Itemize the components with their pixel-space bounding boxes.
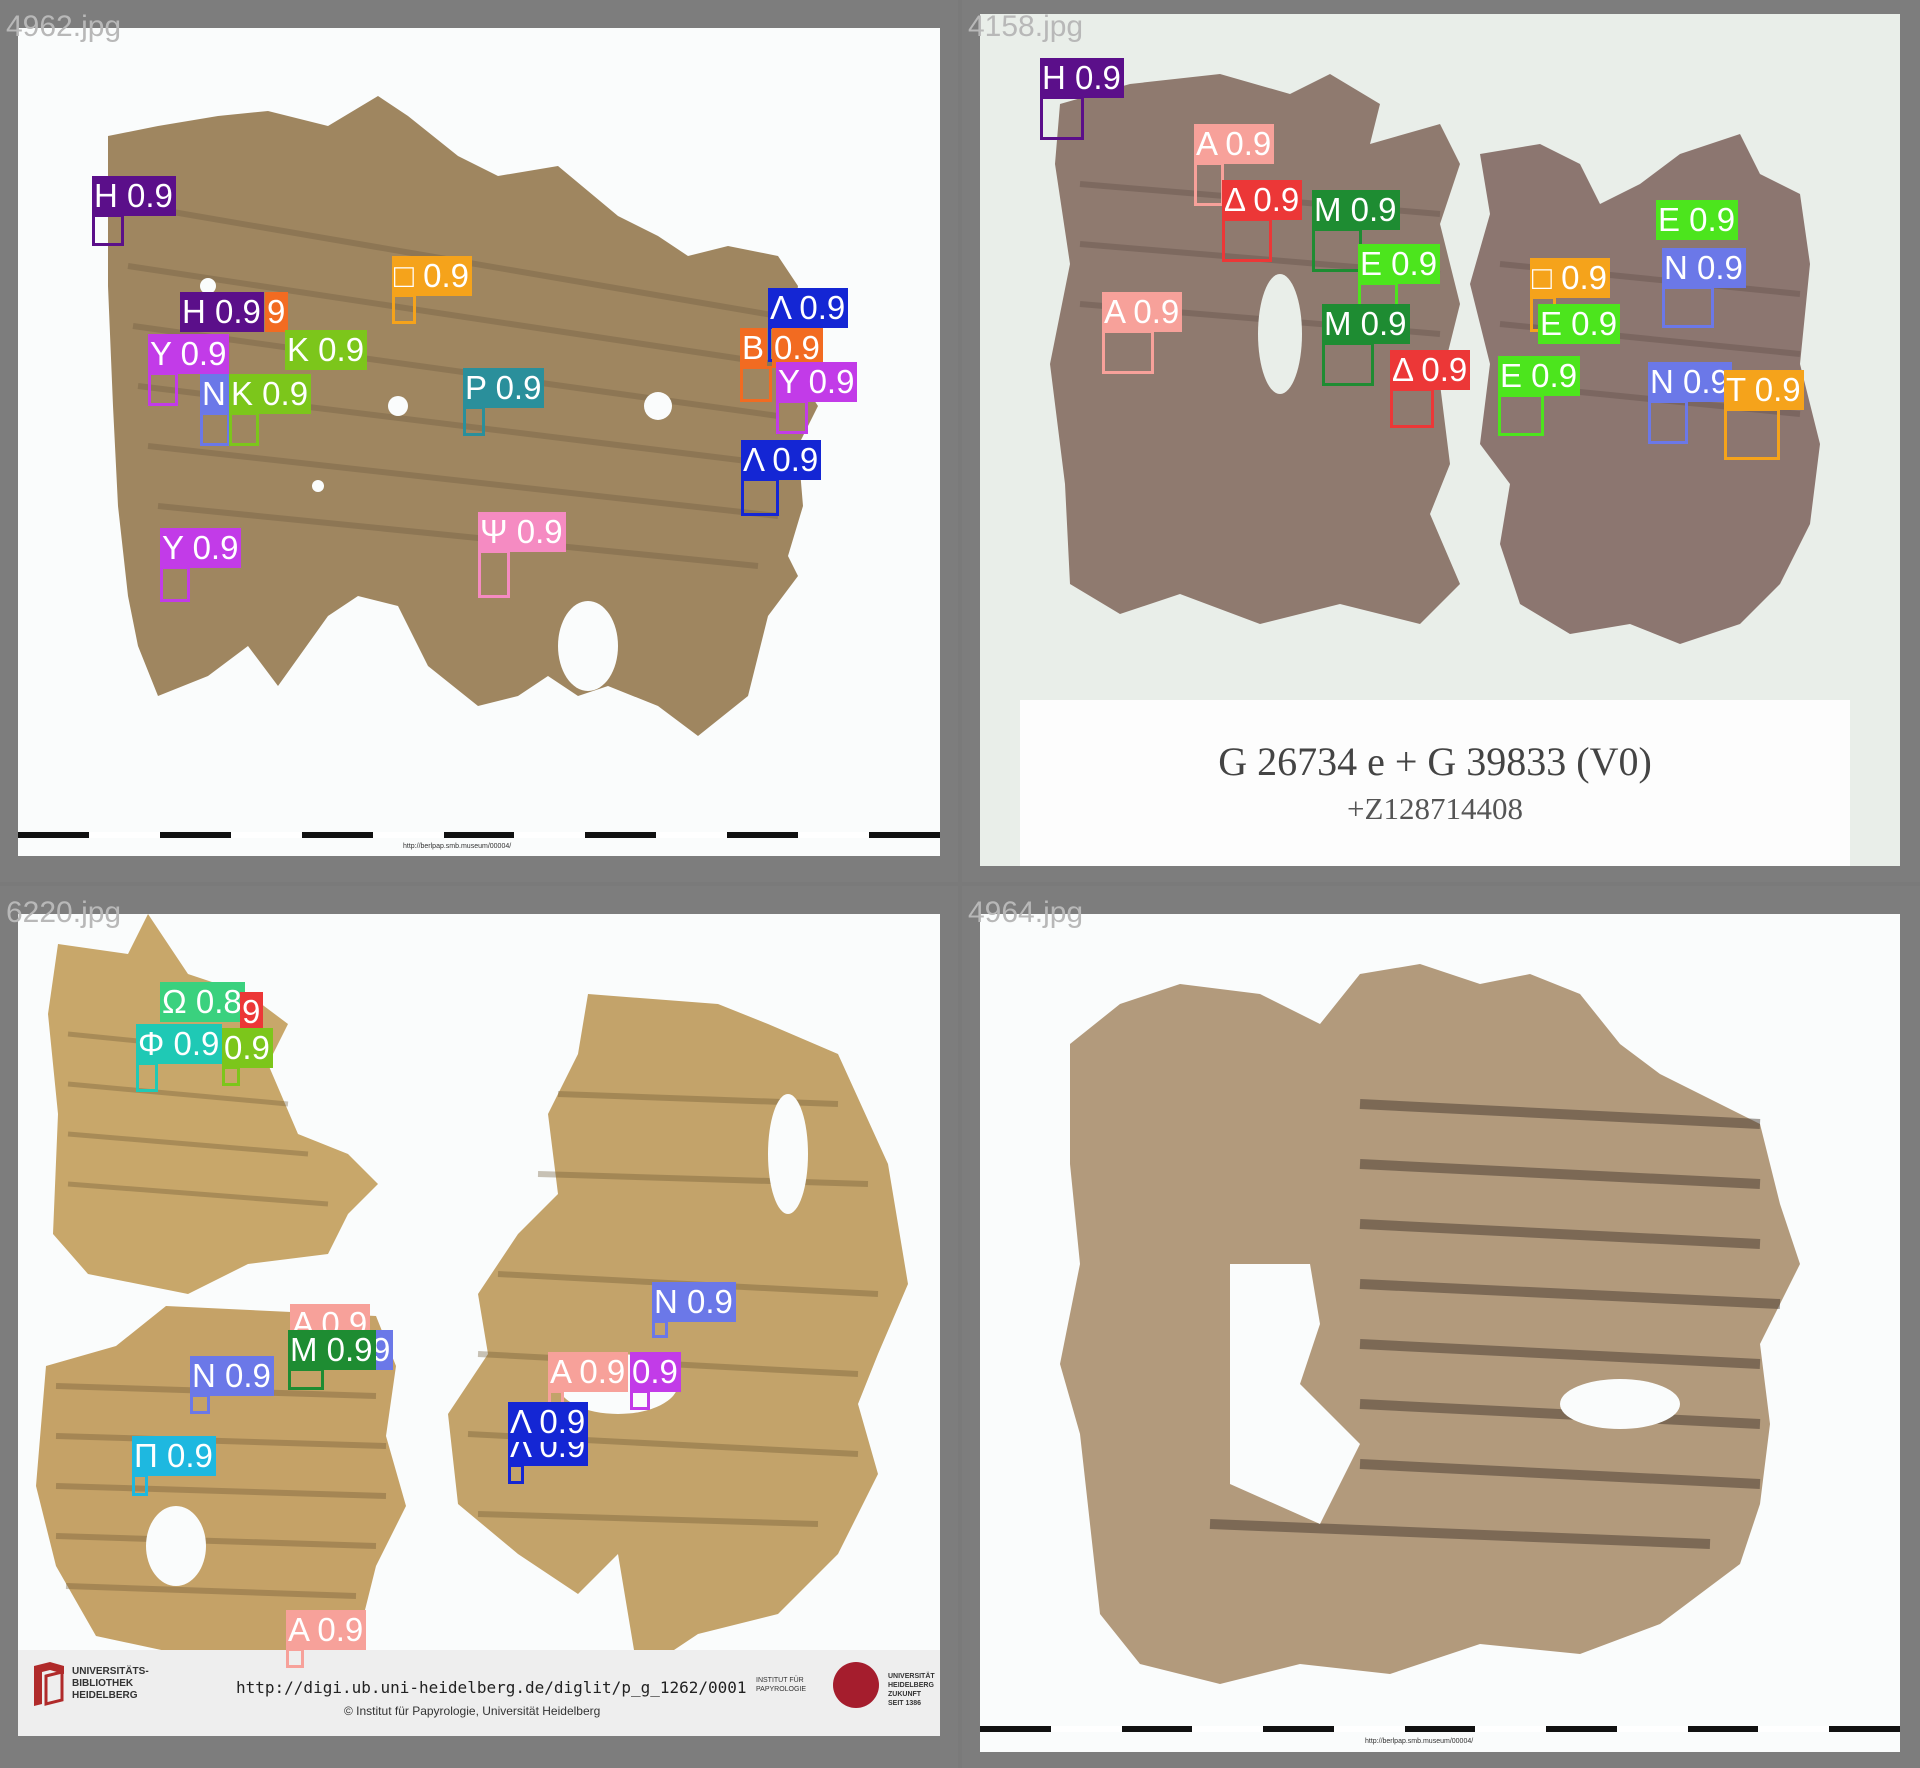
university-name: UNIVERSITÄT HEIDELBERG ZUKUNFT SEIT 1386 — [888, 1673, 935, 1707]
library-name: UNIVERSITÄTS- BIBLIOTHEK HEIDELBERG — [72, 1666, 149, 1701]
panel-4158: 4158.jpg G 26734 e + G 39833 (V0) +Z1287… — [962, 0, 1920, 882]
footer-url: http://digi.ub.uni-heidelberg.de/diglit/… — [236, 1678, 747, 1697]
library-logo-icon — [34, 1662, 64, 1706]
scan-background: http://berlpap.smb.museum/00004/ — [980, 914, 1900, 1752]
specimen-label-card: G 26734 e + G 39833 (V0) +Z128714408 — [1020, 700, 1850, 866]
footer-copyright: © Institut für Papyrologie, Universität … — [344, 1704, 601, 1718]
filename-label: 4964.jpg — [968, 896, 1084, 929]
filename-label: 4158.jpg — [968, 10, 1084, 43]
footer-bar: UNIVERSITÄTS- BIBLIOTHEK HEIDELBERG http… — [18, 1650, 940, 1736]
footer-url: http://berlpap.smb.museum/00004/ — [1365, 1738, 1474, 1745]
panel-4964: 4964.jpg http://berlpap.smb.museum/00004… — [962, 886, 1920, 1768]
specimen-sub-id: +Z128714408 — [1347, 791, 1523, 826]
scan-background: UNIVERSITÄTS- BIBLIOTHEK HEIDELBERG http… — [18, 914, 940, 1736]
panel-4962: 4962.jpg http://berlpap.smb.museum/00004… — [0, 0, 958, 882]
papyrus-fragment — [438, 994, 918, 1674]
scale-bar — [18, 832, 940, 838]
footer-url: http://berlpap.smb.museum/00004/ — [403, 843, 512, 850]
panel-6220: 6220.jpg — [0, 886, 958, 1768]
papyrus-fragment — [48, 914, 408, 1294]
scale-bar — [980, 1726, 1900, 1732]
filename-label: 6220.jpg — [6, 896, 122, 929]
university-seal-icon — [833, 1662, 879, 1708]
papyrus-fragment — [1060, 964, 1840, 1684]
filename-label: 4962.jpg — [6, 10, 122, 43]
institut-name: INSTITUT FÜR PAPYROLOGIE — [756, 1677, 807, 1693]
specimen-id: G 26734 e + G 39833 (V0) — [1218, 739, 1652, 784]
